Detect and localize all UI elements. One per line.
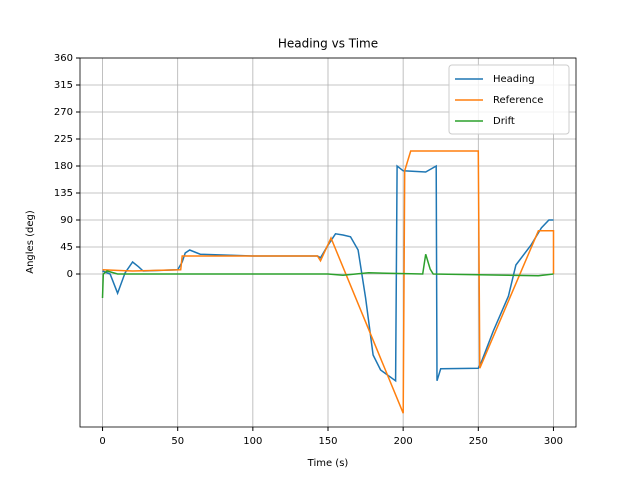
y-tick-label: 0 [67, 269, 73, 280]
y-tick-label: 270 [54, 107, 73, 118]
x-tick-label: 150 [318, 436, 337, 447]
y-tick-label: 45 [60, 242, 73, 253]
legend-label: Drift [493, 116, 515, 127]
y-tick-label: 90 [60, 215, 73, 226]
x-tick-label: 100 [243, 436, 262, 447]
y-tick-label: 225 [54, 134, 73, 145]
y-tick-label: 315 [54, 80, 73, 91]
y-tick-label: 180 [54, 161, 73, 172]
x-tick-label: 250 [469, 436, 488, 447]
x-tick-label: 300 [544, 436, 563, 447]
y-axis-label: Angles (deg) [25, 210, 36, 274]
line [102, 150, 555, 414]
legend-label: Reference [493, 95, 543, 106]
legend-box [448, 64, 570, 135]
y-tick-label: 360 [54, 53, 73, 64]
axes-frame [79, 57, 577, 428]
x-tick-label: 200 [394, 436, 413, 447]
legend-label: Heading [493, 74, 535, 85]
x-tick-label: 50 [171, 436, 184, 447]
line [101, 253, 554, 299]
y-tick-label: 135 [54, 188, 73, 199]
x-tick-label: 0 [99, 436, 105, 447]
chart-title: Heading vs Time [278, 37, 378, 51]
x-axis-label: Time (s) [307, 458, 349, 469]
